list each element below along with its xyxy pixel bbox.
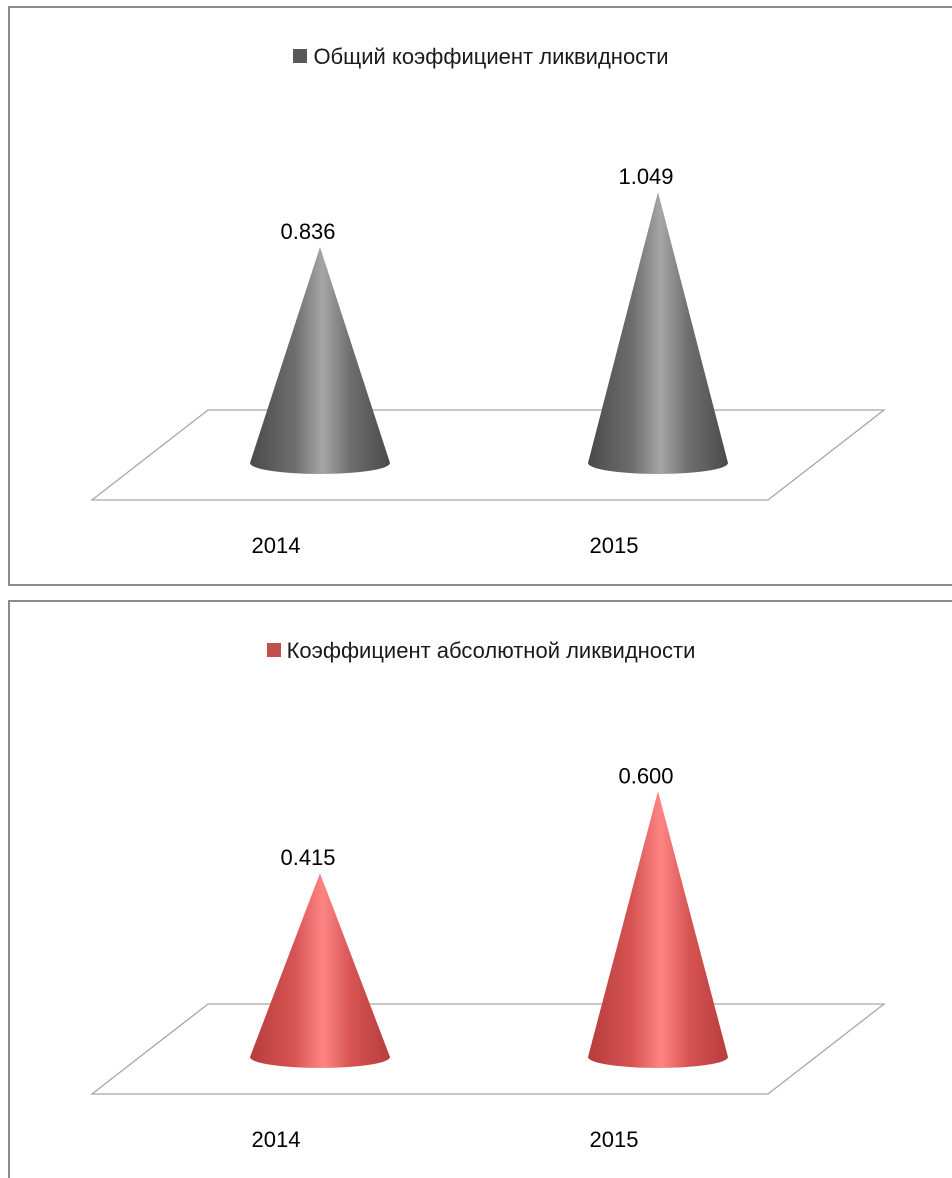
data-label-2015: 0.600: [618, 763, 673, 788]
cone-bar-2014: [250, 247, 390, 474]
cone-bar-2015: [588, 192, 728, 474]
cone-body: [588, 791, 728, 1068]
legend-label: Общий коэффициент ликвидности: [313, 44, 669, 69]
cone-bar-2015: [588, 791, 728, 1068]
cone-body: [588, 192, 728, 474]
floor-plane: [90, 409, 886, 501]
data-label-2014: 0.836: [280, 219, 335, 244]
cone-body: [250, 873, 390, 1068]
cone-bar-2014: [250, 873, 390, 1068]
category-label-2014: 2014: [252, 533, 301, 558]
chart-legend: Коэффициент абсолютной ликвидности: [10, 638, 952, 664]
data-label-2014: 0.415: [280, 845, 335, 870]
legend-swatch: [293, 49, 308, 63]
data-label-2015: 1.049: [618, 164, 673, 189]
floor-plane: [90, 1003, 886, 1095]
category-label-2014: 2014: [252, 1127, 301, 1152]
category-label-2015: 2015: [590, 1127, 639, 1152]
cone-body: [250, 247, 390, 474]
absolute-liquidity-chart-panel: Коэффициент абсолютной ликвидности 0.415…: [8, 600, 952, 1178]
category-label-2015: 2015: [590, 533, 639, 558]
chart-legend: Общий коэффициент ликвидности: [10, 44, 952, 70]
legend-label: Коэффициент абсолютной ликвидности: [286, 638, 696, 663]
liquidity-chart-panel: Общий коэффициент ликвидности 0.836 2014 1…: [8, 6, 952, 586]
legend-swatch: [266, 643, 281, 657]
cone-chart: 0.836 2014 1.049 2015: [90, 164, 886, 558]
cone-chart: 0.415 2014 0.600 2015: [90, 763, 886, 1152]
